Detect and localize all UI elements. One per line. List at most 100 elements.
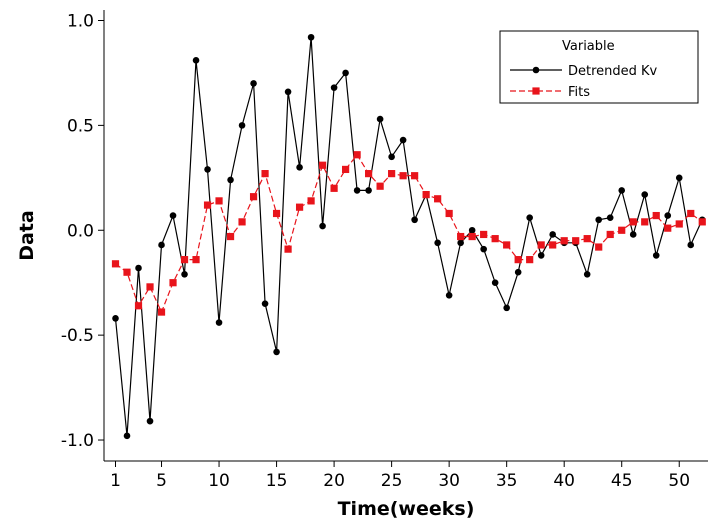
- data-point: [353, 187, 361, 194]
- legend-marker: [532, 66, 540, 74]
- data-point: [572, 237, 580, 245]
- data-point: [549, 241, 557, 249]
- data-point: [411, 172, 419, 180]
- data-point: [307, 197, 315, 205]
- data-point: [353, 151, 361, 159]
- series-fits: [111, 151, 706, 316]
- data-point: [319, 222, 326, 230]
- data-point: [491, 235, 499, 243]
- data-point: [134, 302, 143, 310]
- data-point: [376, 115, 384, 123]
- data-point: [514, 256, 522, 264]
- data-point: [652, 211, 660, 220]
- data-point: [192, 57, 200, 64]
- data-point: [272, 209, 281, 218]
- legend-label: Fits: [568, 85, 590, 100]
- data-point: [411, 216, 418, 224]
- data-point: [641, 218, 649, 226]
- data-point: [123, 432, 131, 440]
- data-point: [342, 69, 349, 77]
- data-point: [664, 212, 672, 219]
- data-point: [480, 245, 487, 253]
- axes: -1.0-0.50.00.51.01 5 10 15 20 25 30 35 40 45 50Tim…: [16, 10, 708, 520]
- data-point: [342, 165, 350, 174]
- data-point: [480, 230, 488, 239]
- data-point: [330, 184, 338, 192]
- data-point: [457, 239, 464, 247]
- y-tick-label: 0.0: [67, 221, 94, 241]
- data-point: [307, 33, 315, 41]
- data-point: [135, 264, 142, 272]
- series-line: [114, 37, 703, 436]
- x-tick-label: 45: [611, 471, 633, 491]
- data-point: [652, 252, 660, 259]
- data-point: [169, 279, 177, 287]
- data-point: [445, 209, 453, 218]
- data-point: [491, 279, 499, 286]
- data-point: [618, 187, 626, 194]
- data-point: [238, 218, 246, 226]
- y-tick-label: 0.5: [67, 116, 94, 136]
- data-point: [215, 319, 223, 326]
- data-point: [215, 197, 223, 205]
- data-point: [204, 166, 211, 173]
- data-point: [226, 232, 235, 241]
- data-point: [284, 88, 292, 96]
- data-point: [192, 256, 200, 264]
- data-point: [595, 216, 603, 224]
- x-tick-label: 1: [110, 471, 121, 491]
- data-point: [457, 232, 465, 241]
- data-point: [376, 182, 384, 190]
- data-point: [261, 170, 269, 178]
- data-point: [158, 241, 165, 249]
- data-point: [687, 209, 695, 218]
- data-point: [146, 417, 154, 425]
- data-point: [514, 268, 522, 276]
- series-layer: [111, 33, 706, 440]
- data-point: [157, 308, 166, 316]
- legend: Variable Detrended Kv Fits: [499, 30, 699, 104]
- data-point: [468, 226, 476, 234]
- data-point: [261, 300, 269, 307]
- data-point: [203, 201, 212, 209]
- x-tick-label: 50: [668, 471, 690, 491]
- data-point: [434, 195, 442, 203]
- data-point: [295, 203, 304, 211]
- data-point: [180, 256, 189, 264]
- data-point: [675, 220, 683, 228]
- data-point: [618, 226, 626, 234]
- y-tick-label: -0.5: [61, 326, 94, 346]
- data-point: [468, 232, 476, 241]
- data-point: [181, 271, 188, 278]
- data-point: [526, 256, 534, 264]
- data-point: [422, 190, 430, 199]
- data-point: [595, 243, 603, 251]
- data-point: [549, 231, 556, 238]
- data-point: [227, 176, 234, 184]
- y-tick-label: 1.0: [67, 11, 94, 31]
- data-point: [503, 304, 510, 312]
- data-point: [249, 193, 258, 201]
- data-point: [238, 122, 246, 129]
- data-point: [169, 212, 177, 219]
- x-tick-label: 25: [381, 471, 403, 491]
- data-point: [526, 214, 533, 221]
- y-axis-title: Data: [16, 210, 38, 261]
- data-point: [503, 241, 511, 249]
- data-point: [606, 214, 614, 221]
- series-detrended-kv: [112, 33, 706, 440]
- legend-label: Detrended Kv: [568, 64, 658, 79]
- series-line: [115, 153, 703, 314]
- data-point: [606, 230, 614, 239]
- x-tick-label: 35: [496, 471, 518, 491]
- data-point: [296, 164, 303, 171]
- x-tick-label: 5: [156, 471, 167, 491]
- data-point: [112, 315, 119, 322]
- data-point: [675, 174, 683, 182]
- data-point: [330, 84, 338, 91]
- data-point: [583, 235, 591, 243]
- data-point: [388, 153, 395, 161]
- x-tick-label: 10: [208, 471, 230, 491]
- x-tick-label: 15: [266, 471, 288, 491]
